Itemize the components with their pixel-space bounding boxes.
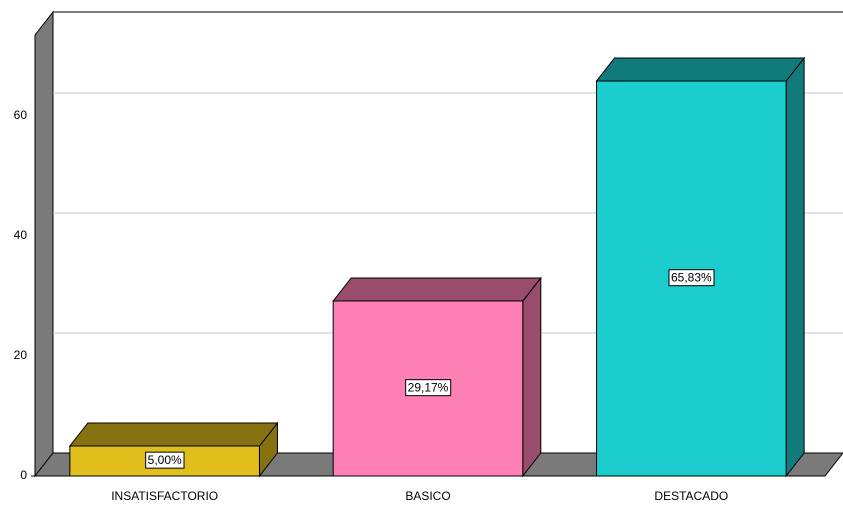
bar-top	[332, 277, 542, 302]
value-label-box	[145, 451, 185, 469]
value-label: 5,00%	[148, 453, 182, 467]
x-tick-label: DESTACADO	[654, 489, 728, 503]
left-wall	[34, 10, 54, 478]
bar-side	[785, 56, 805, 478]
value-label-box	[668, 269, 715, 287]
bar-top	[595, 57, 806, 82]
y-tick-label: 20	[14, 348, 28, 362]
y-tick-label: 40	[14, 228, 28, 242]
bar	[332, 300, 524, 477]
y-tick-label: 60	[14, 108, 28, 122]
x-tick-label: BASICO	[405, 489, 450, 503]
value-label-box	[405, 379, 452, 397]
bar-side	[522, 276, 542, 478]
bar-top	[68, 422, 279, 447]
y-tick-label: 0	[20, 468, 27, 482]
value-label: 65,83%	[671, 271, 712, 285]
value-label: 29,17%	[408, 381, 449, 395]
x-tick-label: INSATISFACTORIO	[111, 489, 218, 503]
